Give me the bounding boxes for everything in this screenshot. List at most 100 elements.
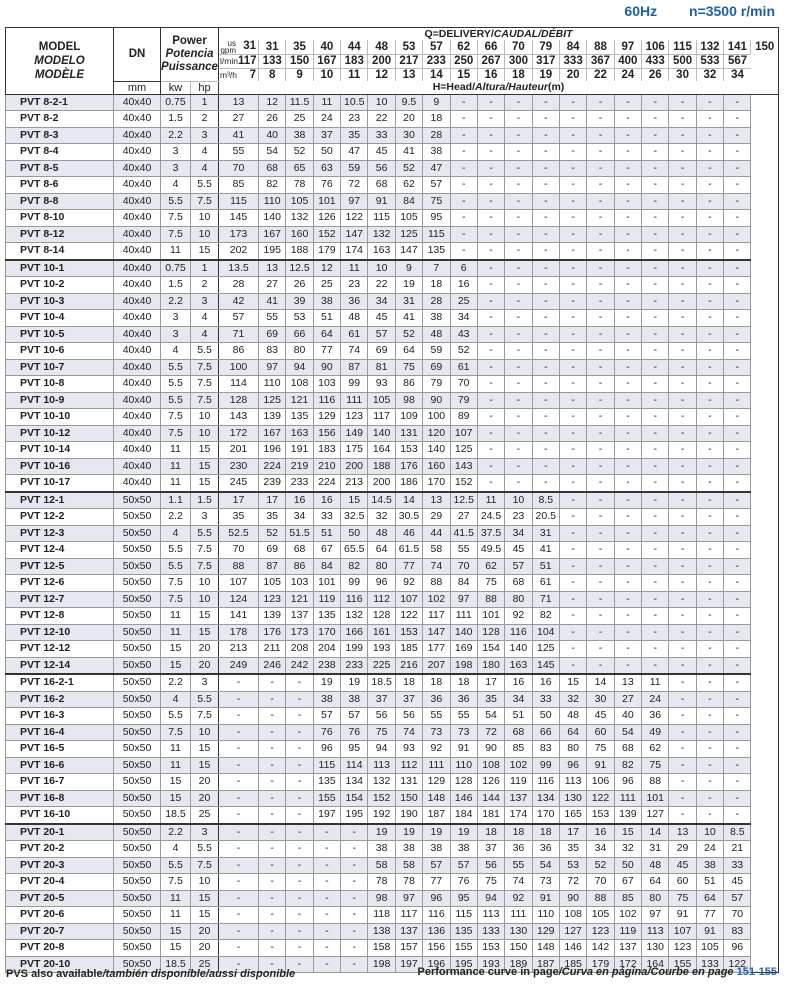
head-cell: 64 bbox=[367, 541, 396, 559]
head-cell: 59 bbox=[422, 342, 451, 360]
head-cell: - bbox=[723, 508, 752, 526]
dn-cell: 50x50 bbox=[113, 590, 161, 608]
model-cell: PVT 16-10 bbox=[5, 806, 114, 824]
dn-header: DN bbox=[113, 27, 161, 82]
head-cell: 55 bbox=[218, 143, 259, 161]
head-cell: 111 bbox=[449, 607, 478, 625]
head-cell: - bbox=[558, 209, 588, 227]
head-cell: - bbox=[504, 375, 533, 393]
head-cell: - bbox=[723, 441, 752, 459]
head-cell: - bbox=[449, 143, 478, 161]
head-cell: 94 bbox=[476, 889, 506, 907]
head-cell: - bbox=[723, 541, 752, 559]
head-cell: - bbox=[668, 607, 697, 625]
head-cell: - bbox=[558, 623, 588, 641]
model-cell: PVT 10-14 bbox=[5, 441, 114, 459]
head-cell: - bbox=[586, 358, 615, 376]
dn-cell: 40x40 bbox=[113, 159, 161, 177]
head-cell: - bbox=[641, 209, 670, 227]
dn-cell: 50x50 bbox=[113, 889, 161, 907]
head-cell: 105 bbox=[695, 939, 725, 957]
head-cell: 93 bbox=[367, 375, 396, 393]
hp-cell: 7.5 bbox=[190, 541, 219, 559]
kw-cell: 1.5 bbox=[160, 276, 191, 294]
head-cell: 19 bbox=[449, 822, 478, 841]
table-row: PVT 12-14 50x50 15 20 249 246 242 238 233 225 216 2… bbox=[5, 656, 779, 675]
head-cell: 195 bbox=[257, 242, 287, 260]
head-cell: 12.5 bbox=[285, 258, 314, 277]
head-cell: 85 bbox=[218, 176, 259, 194]
head-cell: 238 bbox=[312, 656, 342, 675]
head-cell: - bbox=[723, 192, 752, 210]
head-cell: - bbox=[695, 607, 725, 625]
head-cell: 27 bbox=[257, 276, 287, 294]
head-cell: 35 bbox=[257, 508, 287, 526]
head-cell: 17 bbox=[218, 490, 259, 509]
model-cell: PVT 8-4 bbox=[5, 143, 114, 161]
head-cell: 130 bbox=[504, 922, 533, 940]
head-cell: 28 bbox=[422, 126, 451, 144]
dn-cell: 50x50 bbox=[113, 955, 161, 973]
lmin-value: 217 bbox=[394, 54, 423, 68]
page-link[interactable]: 151-155 bbox=[736, 966, 777, 978]
head-cell: 140 bbox=[504, 640, 533, 658]
model-cell: PVT 10-17 bbox=[5, 474, 114, 492]
head-cell: - bbox=[668, 474, 697, 492]
head-cell: 83 bbox=[257, 342, 287, 360]
head-cell: - bbox=[695, 656, 725, 675]
head-cell: 197 bbox=[312, 806, 342, 824]
head-cell: - bbox=[668, 806, 697, 824]
head-cell: - bbox=[668, 192, 697, 210]
head-cell: - bbox=[695, 557, 725, 575]
m3h-value: 19 bbox=[531, 67, 560, 81]
kw-cell: 1.1 bbox=[160, 490, 191, 509]
dn-cell: 50x50 bbox=[113, 906, 161, 924]
dn-cell: 50x50 bbox=[113, 740, 161, 758]
head-cell: - bbox=[504, 309, 533, 327]
head-cell: 97 bbox=[340, 192, 369, 210]
head-cell: - bbox=[586, 143, 615, 161]
model-cell: PVT 12-2 bbox=[5, 508, 114, 526]
table-row: PVT 8-10 40x40 7.5 10 145 140 132 126 122 115 105 9… bbox=[5, 209, 779, 227]
head-cell: - bbox=[641, 292, 670, 310]
head-cell: - bbox=[285, 939, 314, 957]
head-cell: 113 bbox=[476, 906, 506, 924]
head-cell: 128 bbox=[367, 607, 396, 625]
table-row: PVT 10-9 40x40 5.5 7.5 128 125 121 116 111 105 98 9… bbox=[5, 391, 779, 409]
head-cell: 122 bbox=[586, 789, 615, 807]
head-cell: 38 bbox=[695, 856, 725, 874]
head-cell: - bbox=[586, 590, 615, 608]
model-cell: PVT 10-12 bbox=[5, 424, 114, 442]
model-cell: PVT 10-16 bbox=[5, 457, 114, 475]
head-cell: 126 bbox=[476, 773, 506, 791]
head-cell: - bbox=[449, 110, 478, 128]
head-cell: - bbox=[476, 342, 506, 360]
head-cell: 105 bbox=[586, 906, 615, 924]
head-cell: - bbox=[613, 490, 643, 509]
head-cell: 90 bbox=[312, 358, 342, 376]
dn-cell: 40x40 bbox=[113, 276, 161, 294]
head-cell: 78 bbox=[285, 176, 314, 194]
head-cell: 128 bbox=[449, 773, 478, 791]
lmin-value: 533 bbox=[695, 54, 724, 68]
hp-cell: 15 bbox=[190, 441, 219, 459]
head-cell: - bbox=[695, 508, 725, 526]
head-cell: 160 bbox=[285, 225, 314, 243]
kw-cell: 11 bbox=[160, 441, 191, 459]
head-cell: - bbox=[613, 524, 643, 542]
table-row: PVT 8-5 40x40 3 4 70 68 65 63 59 56 52 47- - - - - - - - - -… bbox=[5, 159, 779, 177]
head-cell: 86 bbox=[394, 375, 424, 393]
head-cell: 102 bbox=[422, 590, 451, 608]
table-row: PVT 16-5 50x50 11 15- - -96 95 94 93 92 91 90 85 83 80… bbox=[5, 740, 779, 758]
head-cell: 37 bbox=[476, 840, 506, 858]
kw-cell: 5.5 bbox=[160, 391, 191, 409]
head-cell: - bbox=[613, 441, 643, 459]
dn-cell: 50x50 bbox=[113, 607, 161, 625]
head-cell: 35 bbox=[218, 508, 259, 526]
head-cell: 189 bbox=[504, 955, 533, 973]
hp-cell: 20 bbox=[190, 640, 219, 658]
table-row: PVT 8-14 40x40 11 15 202 195 188 179 174 163 147 13… bbox=[5, 242, 779, 260]
kw-cell: 11 bbox=[160, 242, 191, 260]
head-cell: - bbox=[504, 457, 533, 475]
head-cell: 179 bbox=[586, 955, 615, 973]
